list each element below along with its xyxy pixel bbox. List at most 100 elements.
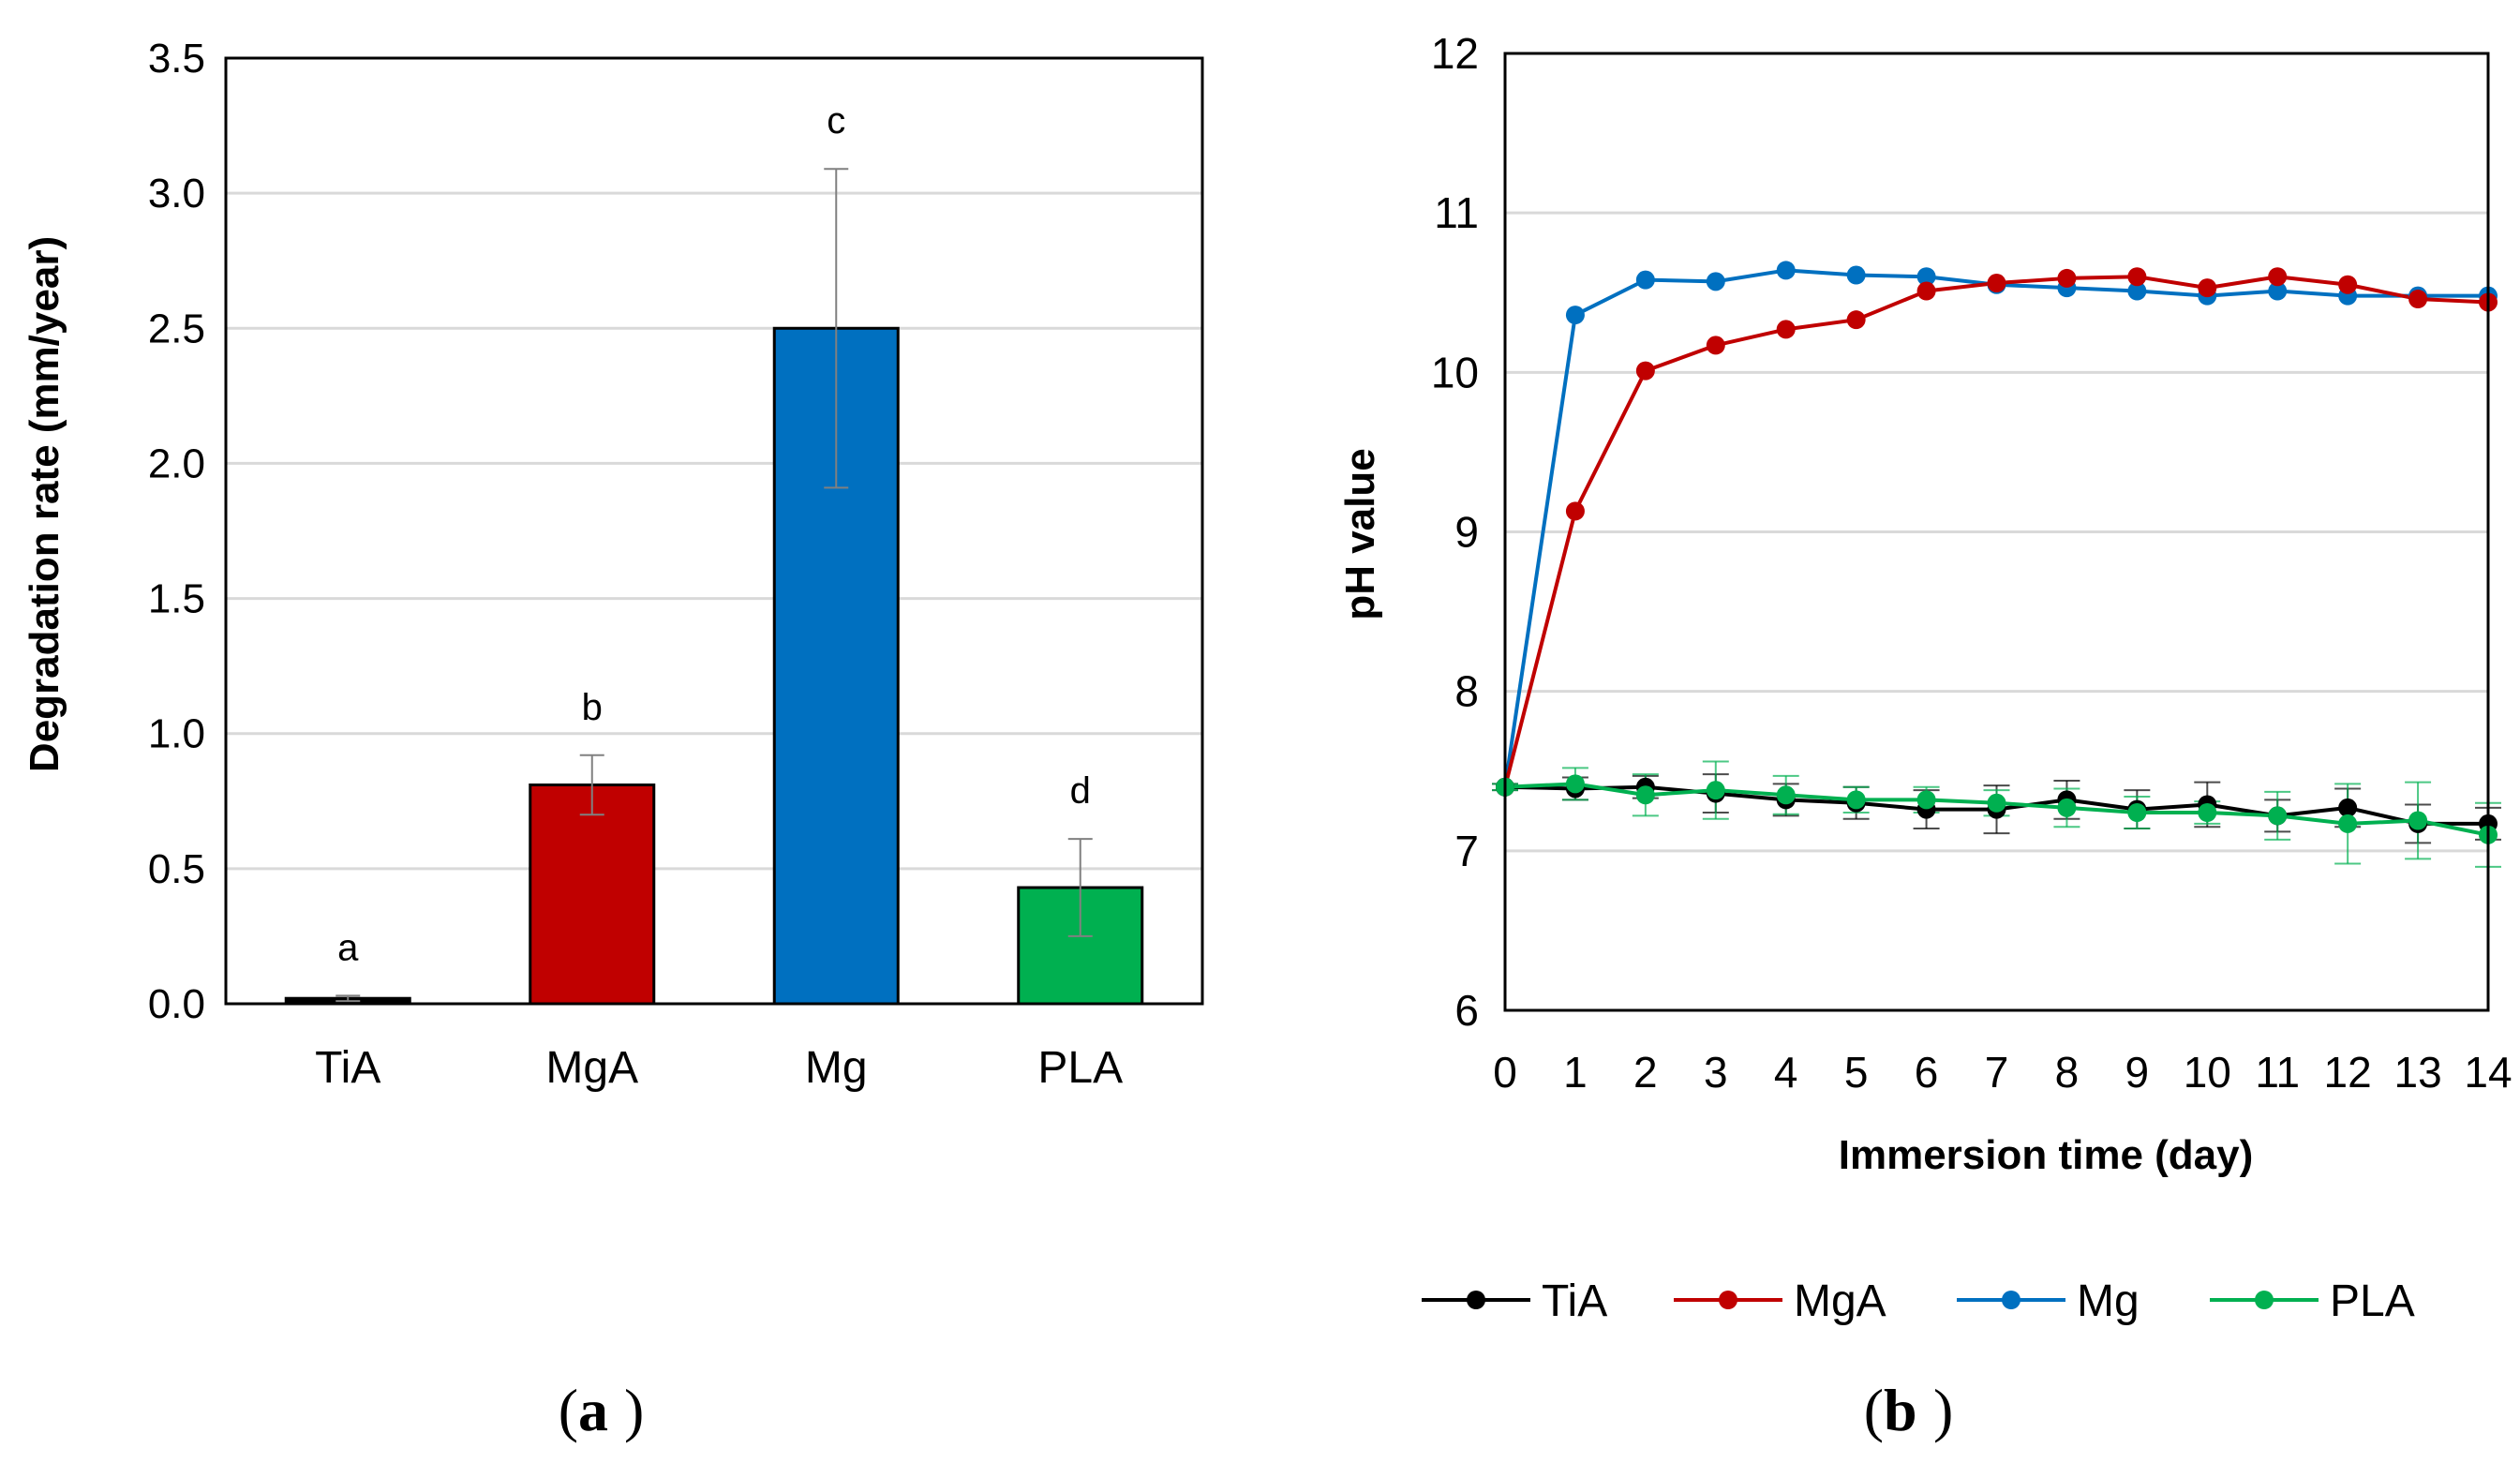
- point-pla: [2127, 802, 2147, 822]
- point-mga: [2057, 268, 2077, 288]
- bars: [284, 326, 1144, 1006]
- grid-lines: [1505, 211, 2488, 853]
- significance-letter: c: [827, 100, 845, 142]
- y-tick-label: 2.0: [148, 440, 205, 486]
- x-tick-label: 0: [1493, 1048, 1517, 1097]
- point-mga: [1776, 320, 1796, 339]
- x-tick-label: PLA: [1037, 1043, 1123, 1093]
- x-axis-title: Immersion time (day): [1839, 1132, 2254, 1178]
- panel-label-a-letter: a: [578, 1377, 608, 1443]
- legend-marker: [2002, 1291, 2020, 1309]
- legend-label: Mg: [2077, 1276, 2140, 1326]
- x-tick-label: 11: [2255, 1048, 2300, 1097]
- point-mga: [1565, 501, 1585, 521]
- plot-frame: [1503, 52, 2490, 1012]
- point-pla: [2268, 806, 2288, 826]
- series-lines: [1503, 268, 2489, 837]
- significance-letter: b: [582, 687, 603, 728]
- x-tick-label: 5: [1844, 1048, 1869, 1097]
- y-tick-label: 0.0: [148, 981, 205, 1027]
- x-tick-label: 12: [2324, 1048, 2372, 1097]
- x-tick-label: 6: [1915, 1048, 1939, 1097]
- legend: TiA MgA Mg PLA: [1422, 1276, 2415, 1326]
- svg-text:): ): [1933, 1377, 1953, 1443]
- panel-label-a: ( a ): [559, 1377, 645, 1443]
- point-pla: [2338, 814, 2358, 833]
- significance-letters: a b c d: [337, 100, 1091, 968]
- error-bar-mga: [579, 754, 604, 816]
- legend-item-mg: Mg: [1957, 1276, 2140, 1326]
- point-mga: [2338, 275, 2358, 294]
- legend-item-pla: PLA: [2210, 1276, 2415, 1326]
- legend-marker: [2255, 1291, 2274, 1309]
- x-tick-label: TiA: [315, 1043, 380, 1093]
- error-bar-mg: [824, 168, 849, 489]
- point-pla: [2408, 811, 2428, 830]
- y-tick-labels: 6 7 8 9 10 11 12: [1431, 29, 1479, 1035]
- error-bar-tia: [336, 994, 361, 1003]
- x-tick-label: 13: [2393, 1048, 2441, 1097]
- y-tick-label: 1.0: [148, 711, 205, 757]
- point-pla: [2057, 798, 2077, 817]
- x-tick-label: 8: [2055, 1048, 2080, 1097]
- point-mg: [2268, 281, 2288, 301]
- y-tick-label: 6: [1454, 986, 1479, 1035]
- significance-letter: d: [1070, 770, 1091, 812]
- line-mg: [1503, 268, 2488, 788]
- x-tick-label: 3: [1704, 1048, 1728, 1097]
- svg-text:): ): [624, 1377, 644, 1443]
- bar-chart-degradation-rate: 0.0 0.5 1.0 1.5 2.0 2.5 3.0 3.5 TiA MgA Mg PLA a b c…: [22, 36, 1204, 1443]
- point-mga: [2268, 267, 2288, 287]
- y-tick-label: 12: [1431, 29, 1479, 78]
- point-pla: [2198, 802, 2217, 822]
- series-markers: [1496, 261, 2498, 844]
- error-bar-pla: [1067, 838, 1093, 937]
- point-tia: [2338, 798, 2358, 817]
- legend-item-tia: TiA: [1422, 1276, 1607, 1326]
- legend-item-mga: MgA: [1674, 1276, 1886, 1326]
- x-tick-label: 7: [1985, 1048, 2009, 1097]
- point-pla: [1987, 793, 2006, 813]
- point-pla: [1706, 781, 1725, 800]
- x-tick-labels: TiA MgA Mg PLA: [315, 1043, 1123, 1093]
- point-mga: [1706, 336, 1725, 355]
- y-tick-label: 10: [1431, 348, 1479, 396]
- point-mga: [1916, 281, 1936, 301]
- significance-letter: a: [337, 927, 359, 968]
- x-tick-label: 1: [1563, 1048, 1588, 1097]
- x-tick-label: Mg: [805, 1043, 868, 1093]
- point-pla: [1635, 785, 1655, 805]
- legend-marker: [1719, 1291, 1737, 1309]
- point-mg: [2127, 281, 2147, 301]
- plot-frame: [224, 56, 1204, 1006]
- point-mga: [1635, 361, 1655, 381]
- y-tick-labels: 0.0 0.5 1.0 1.5 2.0 2.5 3.0 3.5: [148, 36, 205, 1027]
- x-tick-label: 10: [2184, 1048, 2231, 1097]
- bar-mga: [529, 783, 656, 1006]
- y-tick-label: 0.5: [148, 846, 205, 892]
- x-tick-label: 2: [1633, 1048, 1658, 1097]
- point-mg: [1565, 306, 1585, 325]
- point-mga: [1846, 310, 1866, 330]
- markers-mg: [1496, 261, 2498, 797]
- point-mg: [1635, 270, 1655, 290]
- point-pla: [1846, 790, 1866, 810]
- y-tick-label: 3.5: [148, 36, 205, 82]
- grid-lines: [226, 191, 1202, 871]
- y-tick-label: 7: [1454, 827, 1479, 875]
- point-pla: [1916, 790, 1936, 810]
- legend-label: MgA: [1794, 1276, 1886, 1326]
- point-mga: [2127, 267, 2147, 287]
- point-mga: [1987, 274, 2006, 293]
- point-mga: [2198, 278, 2217, 298]
- legend-marker: [1467, 1291, 1485, 1309]
- y-tick-label: 2.5: [148, 306, 205, 351]
- markers-pla: [1496, 774, 2498, 844]
- y-axis-title: pH value: [1337, 448, 1383, 620]
- point-pla: [1565, 774, 1585, 794]
- point-mg: [1776, 261, 1796, 280]
- x-tick-labels: 0 1 2 3 4 5 6 7 8 9 10 11 12 13 14: [1493, 1048, 2512, 1097]
- point-mg: [1916, 267, 1936, 287]
- point-mg: [1706, 272, 1725, 291]
